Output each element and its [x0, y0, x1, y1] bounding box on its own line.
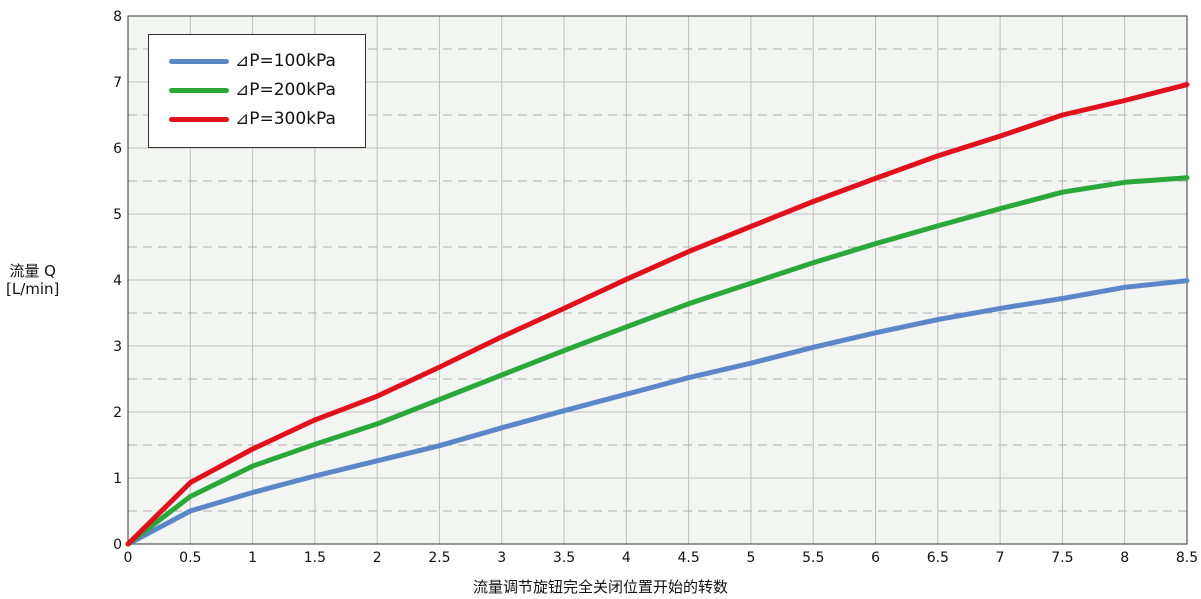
y-axis-label: 流量 Q [L/min]: [6, 262, 59, 298]
series-line-3: [125, 82, 1190, 547]
legend-label-100kpa: ⊿P=100kPa: [235, 51, 336, 71]
x-tick-label: 7: [996, 550, 1005, 566]
series-line-1: [125, 278, 1190, 547]
legend-item-100kpa: ⊿P=100kPa: [169, 47, 336, 75]
y-axis-label-line2: [L/min]: [6, 280, 60, 298]
x-tick-label: 3.5: [553, 550, 575, 566]
y-tick-label: 5: [113, 207, 122, 223]
y-tick-label: 3: [113, 339, 122, 355]
series-line-2: [125, 175, 1190, 547]
x-axis-label: 流量调节旋钮完全关闭位置开始的转数: [472, 578, 728, 596]
legend: ⊿P=100kPa ⊿P=200kPa ⊿P=300kPa: [148, 34, 366, 148]
x-tick-label: 7.5: [1051, 550, 1073, 566]
legend-item-300kpa: ⊿P=300kPa: [169, 105, 336, 133]
x-tick-label: 1: [248, 550, 257, 566]
x-tick-label: 8: [1120, 550, 1129, 566]
x-tick-label: 0: [124, 550, 133, 566]
legend-item-200kpa: ⊿P=200kPa: [169, 76, 336, 104]
legend-swatch-100kpa: [169, 58, 229, 64]
y-tick-label: 8: [113, 9, 122, 25]
legend-label-300kpa: ⊿P=300kPa: [235, 109, 336, 129]
y-tick-label: 7: [113, 75, 122, 91]
legend-label-200kpa: ⊿P=200kPa: [235, 80, 336, 100]
x-tick-label: 2: [373, 550, 382, 566]
x-tick-label: 6: [871, 550, 880, 566]
y-tick-label: 1: [113, 471, 122, 487]
y-tick-label: 2: [113, 405, 122, 421]
x-tick-label: 6.5: [927, 550, 949, 566]
x-tick-label: 8.5: [1176, 550, 1198, 566]
y-axis-label-line1: 流量 Q: [9, 262, 56, 280]
x-tick-label: 4.5: [678, 550, 700, 566]
legend-swatch-200kpa: [169, 87, 229, 93]
y-tick-label: 6: [113, 141, 122, 157]
x-tick-label: 0.5: [179, 550, 201, 566]
x-tick-label: 5.5: [802, 550, 824, 566]
x-tick-label: 1.5: [304, 550, 326, 566]
x-tick-label: 4: [622, 550, 631, 566]
x-tick-label: 2.5: [428, 550, 450, 566]
x-tick-label: 3: [497, 550, 506, 566]
legend-swatch-300kpa: [169, 116, 229, 122]
y-tick-label: 4: [113, 273, 122, 289]
x-tick-label: 5: [746, 550, 755, 566]
y-tick-label: 0: [113, 537, 122, 553]
